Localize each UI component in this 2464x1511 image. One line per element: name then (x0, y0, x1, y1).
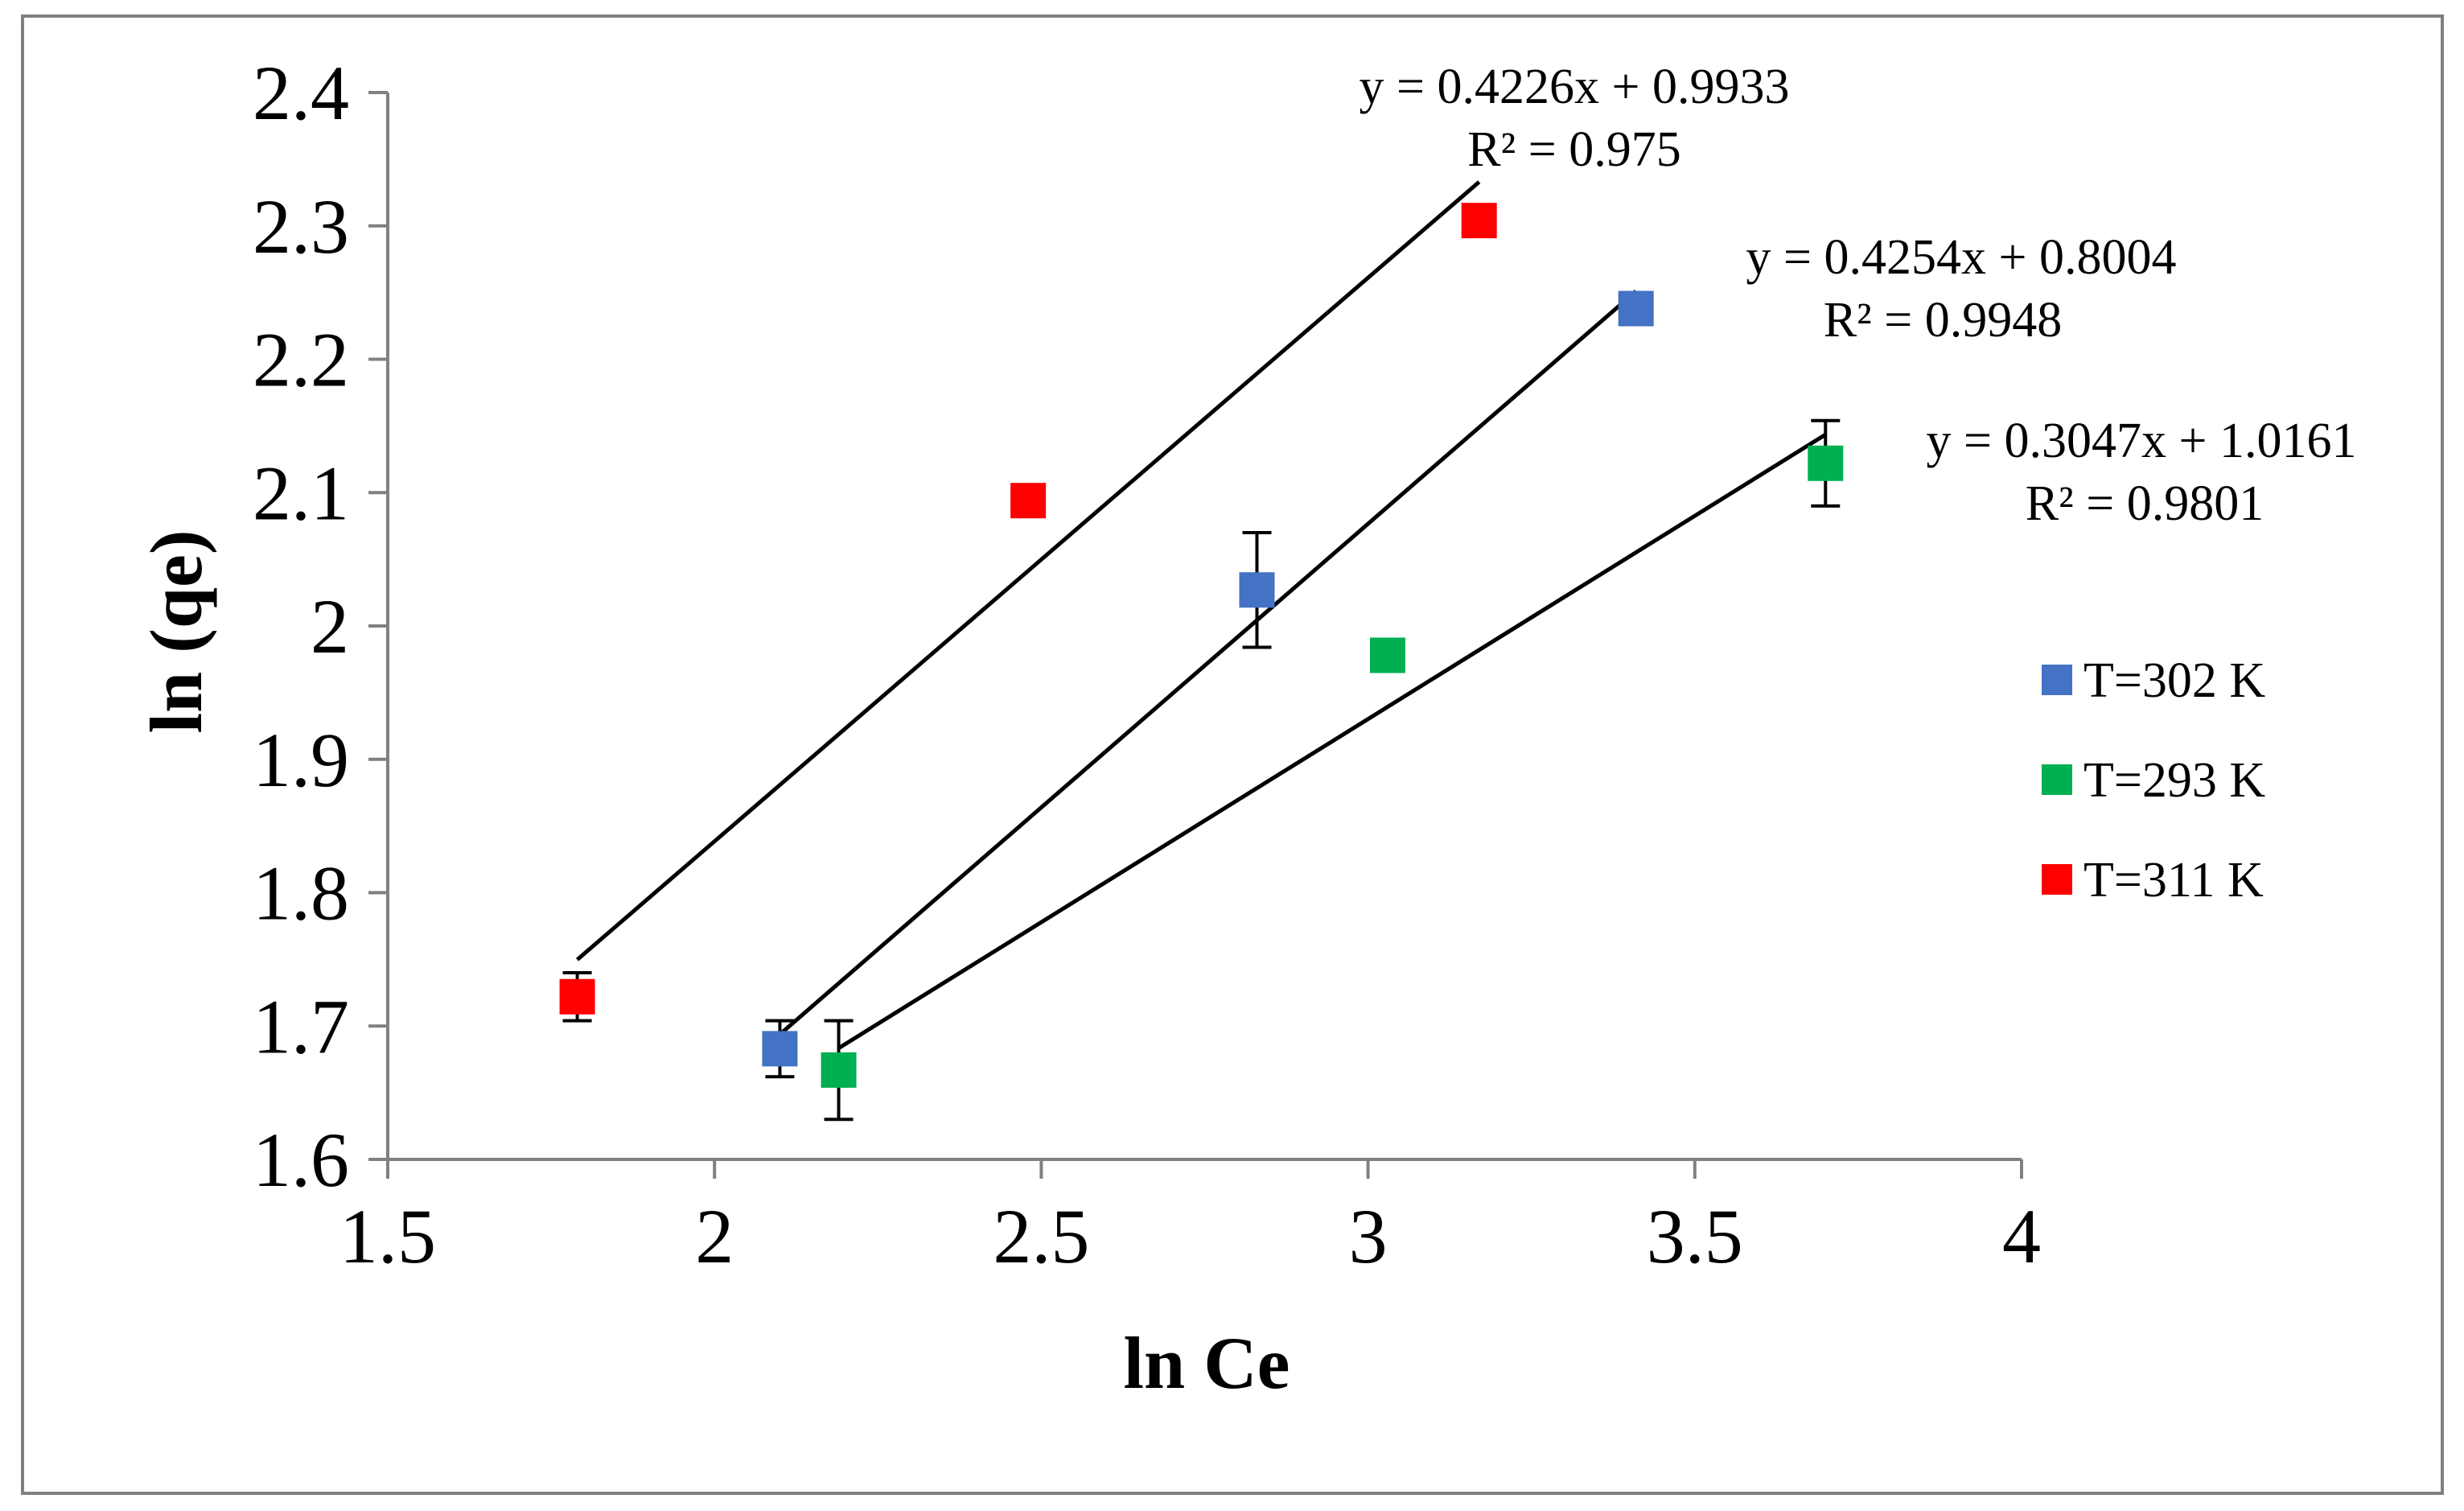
trendline-t302k (778, 290, 1638, 1036)
axes: 1.6 1.7 1.8 1.9 2 2.1 2.2 2.3 2.4 1.5 2 2.5 3 3.5 4 (253, 50, 2041, 1279)
trendline-t311k (575, 180, 1481, 961)
y-tick-label: 2.2 (253, 317, 349, 403)
chart-frame (21, 14, 2444, 1495)
data-point-t293k (1369, 637, 1405, 673)
x-tick-label: 1.5 (339, 1193, 436, 1279)
data-point-t302k (1618, 290, 1654, 327)
y-tick-label: 2.4 (253, 50, 349, 136)
legend-label-311k: T=311 K (2083, 853, 2264, 908)
legend-marker-302k (2042, 665, 2072, 695)
legend: T=302 K T=293 K T=311 K (2042, 653, 2265, 908)
y-tick-label: 2.3 (253, 183, 349, 270)
x-tick-label: 2.5 (993, 1193, 1089, 1279)
x-tick-label: 3 (1349, 1193, 1388, 1279)
data-point-t293k (821, 1052, 857, 1088)
y-tick-label: 1.8 (253, 850, 349, 937)
y-tick-label: 2.1 (253, 450, 349, 536)
y-tick-label: 1.6 (253, 1117, 349, 1203)
trendlines (575, 180, 1827, 1050)
x-axis-title: ln Ce (1124, 1322, 1290, 1404)
legend-label-293k: T=293 K (2083, 753, 2265, 808)
y-tick-label: 1.9 (253, 717, 349, 803)
trendline-r2-293k: R² = 0.9801 (2026, 476, 2264, 531)
data-point-t302k (762, 1031, 798, 1067)
y-tick-label: 1.7 (253, 983, 349, 1069)
data-point-t311k (559, 978, 595, 1015)
x-tick-label: 2 (695, 1193, 734, 1279)
x-tick-label: 4 (2002, 1193, 2041, 1279)
trendline-equation-293k: y = 0.3047x + 1.0161 (1927, 414, 2357, 468)
trendline-equation-311k: y = 0.4226x + 0.9933 (1360, 60, 1790, 114)
trendline-r2-302k: R² = 0.9948 (1824, 293, 2062, 348)
x-tick-label: 3.5 (1647, 1193, 1743, 1279)
data-point-t311k (1010, 483, 1047, 519)
data-point-t302k (1239, 572, 1275, 608)
data-point-t311k (1461, 203, 1497, 239)
y-tick-label: 2 (311, 583, 349, 669)
y-axis-title: ln (qe) (135, 530, 217, 734)
trendline-r2-311k: R² = 0.975 (1467, 122, 1680, 177)
legend-marker-311k (2042, 864, 2072, 895)
legend-label-302k: T=302 K (2083, 653, 2265, 708)
legend-marker-293k (2042, 764, 2072, 795)
trendline-t293k (837, 433, 1827, 1050)
data-points (559, 203, 1844, 1088)
data-point-t293k (1808, 445, 1844, 481)
trendline-equation-302k: y = 0.4254x + 0.8004 (1746, 230, 2177, 285)
